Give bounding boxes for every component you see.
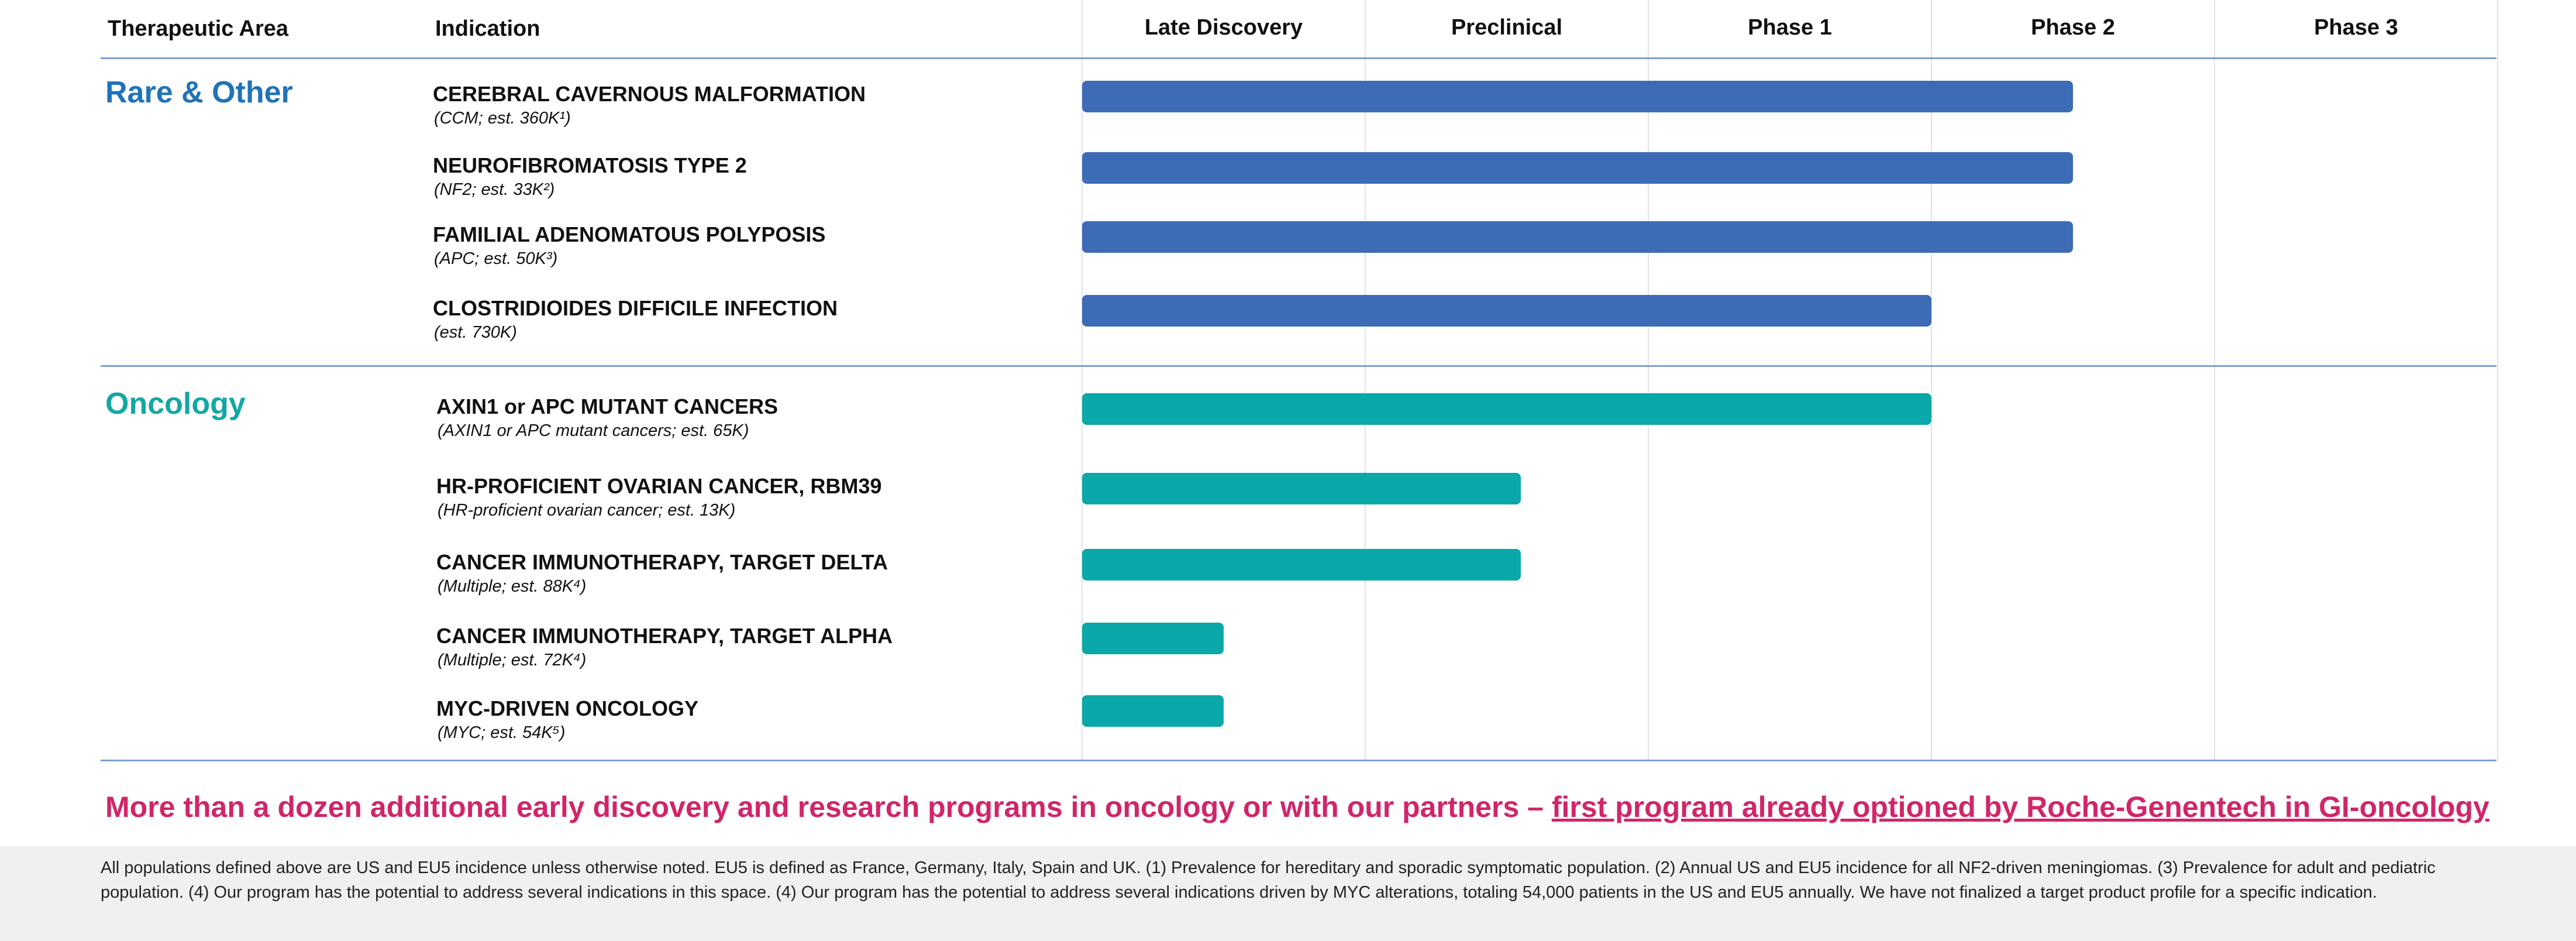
indication-subtitle: (est. 730K) [434,323,517,342]
section-divider [101,57,2496,59]
column-header-therapeutic-area: Therapeutic Area [108,16,289,41]
therapeutic-area-title: Rare & Other [105,75,293,109]
progress-bar [1082,81,2073,112]
indication-name: CEREBRAL CAVERNOUS MALFORMATION [433,82,866,106]
progress-bar [1082,695,1224,727]
progress-bar [1082,393,1931,425]
stage-grid-line [1648,0,1649,761]
stage-grid-line [1365,0,1366,761]
stage-header: Late Discovery [1144,15,1303,40]
pipeline-chart: Late Discovery Preclinical Phase 1 Phase 2 P… [101,0,2498,761]
indication-name: NEUROFIBROMATOSIS TYPE 2 [433,153,747,177]
footnote-text: All populations defined above are US and… [101,858,2436,902]
stage-grid-line [2497,0,2498,761]
progress-bar [1082,623,1224,654]
indication-subtitle: (CCM; est. 360K¹) [434,109,571,128]
progress-bar [1082,295,1931,327]
indication-subtitle: (AXIN1 or APC mutant cancers; est. 65K) [438,421,749,440]
stage-grid-line [1082,0,1083,761]
tagline: More than a dozen additional early disco… [105,790,2489,824]
tagline-text: More than a dozen additional early disco… [105,791,1552,823]
indication-subtitle: (Multiple; est. 72K⁴) [438,651,587,669]
indication-subtitle: (NF2; est. 33K²) [434,180,555,199]
stage-header: Phase 1 [1748,15,1832,40]
indication-name: AXIN1 or APC MUTANT CANCERS [436,394,779,418]
indication-name: HR-PROFICIENT OVARIAN CANCER, RBM39 [436,474,882,498]
indication-subtitle: (HR-proficient ovarian cancer; est. 13K) [438,501,736,520]
indication-name: MYC-DRIVEN ONCOLOGY [436,696,699,720]
indication-subtitle: (APC; est. 50K³) [434,249,558,268]
indication-subtitle: (Multiple; est. 88K⁴) [438,577,587,596]
progress-bar [1082,221,2073,253]
stage-header: Phase 2 [2031,15,2115,40]
indication-name: CANCER IMMUNOTHERAPY, TARGET ALPHA [436,624,893,648]
progress-bar [1082,473,1521,504]
therapeutic-area-title: Oncology [105,387,246,421]
stage-header: Preclinical [1451,15,1563,40]
footnote-panel [0,846,2576,941]
progress-bar [1082,152,2073,184]
tagline-link[interactable]: first program already optioned by Roche-… [1551,791,2489,823]
indication-name: CANCER IMMUNOTHERAPY, TARGET DELTA [436,550,888,574]
column-header-indication: Indication [435,16,540,41]
section-divider [101,760,2496,761]
stage-grid-line [2214,0,2215,761]
indication-name: FAMILIAL ADENOMATOUS POLYPOSIS [433,222,826,246]
stage-grid-line [1931,0,1932,761]
indication-subtitle: (MYC; est. 54K⁵) [438,723,566,742]
indication-name: CLOSTRIDIOIDES DIFFICILE INFECTION [433,296,838,320]
stage-header: Phase 3 [2314,15,2398,40]
progress-bar [1082,549,1521,581]
section-divider [101,365,2496,367]
